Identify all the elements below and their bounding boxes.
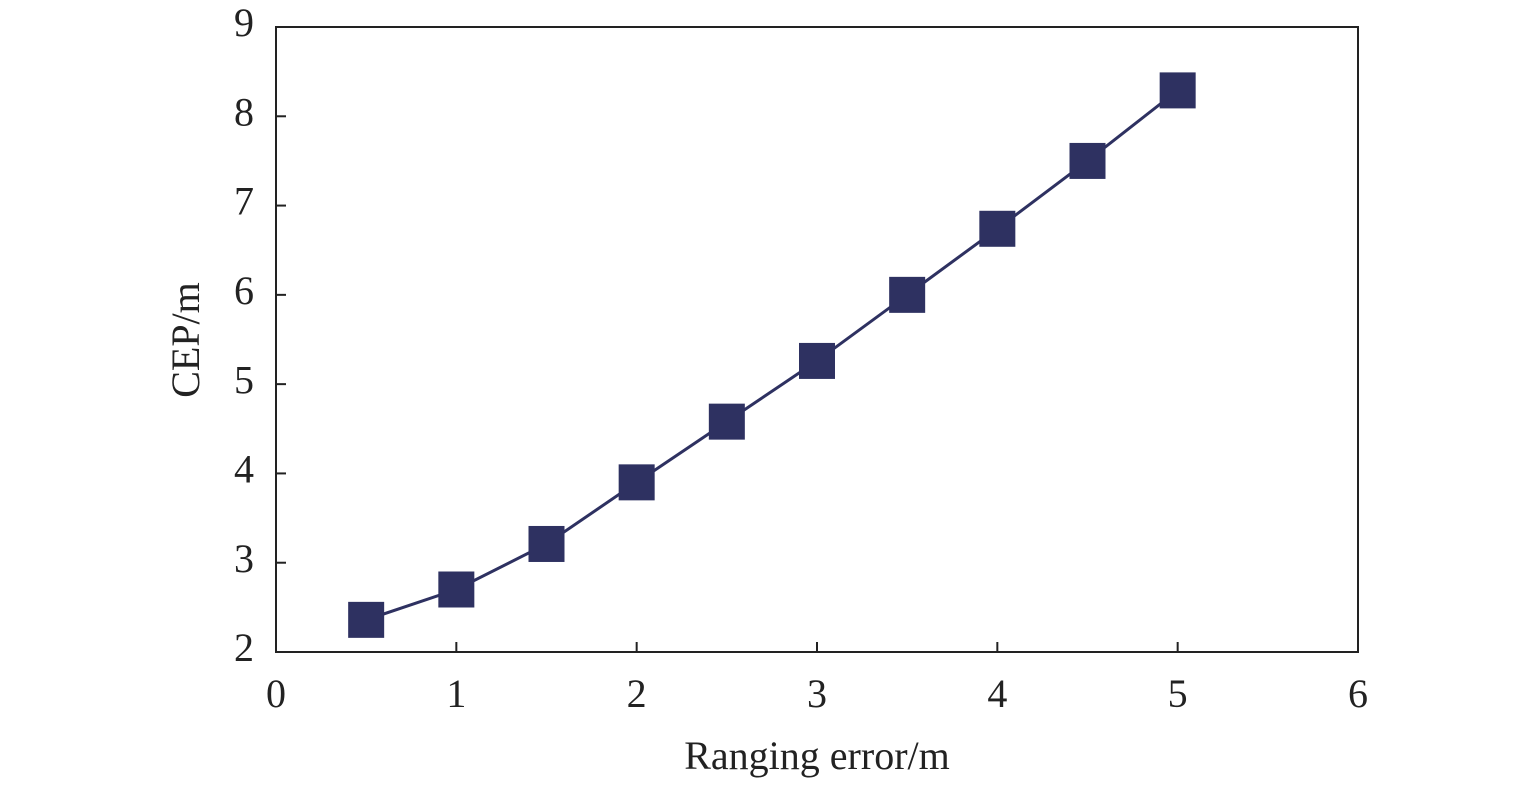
x-tick-label: 1 — [446, 671, 466, 716]
series-line — [365, 89, 1179, 622]
plot-frame — [275, 26, 1359, 653]
marker — [1159, 72, 1196, 109]
marker — [528, 525, 565, 562]
marker — [889, 276, 926, 313]
x-tick-label: 4 — [987, 671, 1007, 716]
x-tick-label: 5 — [1168, 671, 1188, 716]
x-tick-label: 3 — [807, 671, 827, 716]
marker — [348, 601, 385, 638]
marker — [438, 571, 475, 608]
y-tick-label: 4 — [234, 447, 254, 492]
y-axis-label: CEP/m — [163, 282, 208, 398]
y-tick-label: 6 — [234, 268, 254, 313]
y-tick-label: 7 — [234, 179, 254, 224]
marker — [1069, 142, 1106, 179]
y-tick-label: 9 — [234, 0, 254, 45]
x-axis-label: Ranging error/m — [684, 733, 950, 778]
marker — [708, 403, 745, 440]
y-tick-label: 5 — [234, 357, 254, 402]
y-tick-label: 3 — [234, 536, 254, 581]
marker — [799, 342, 835, 379]
marker — [618, 464, 655, 501]
y-tick-label: 2 — [234, 625, 254, 670]
y-tick-label: 8 — [234, 89, 254, 134]
x-tick-label: 2 — [627, 671, 647, 716]
marker — [979, 210, 1016, 247]
x-tick-label: 6 — [1348, 671, 1368, 716]
x-tick-label: 0 — [266, 671, 286, 716]
